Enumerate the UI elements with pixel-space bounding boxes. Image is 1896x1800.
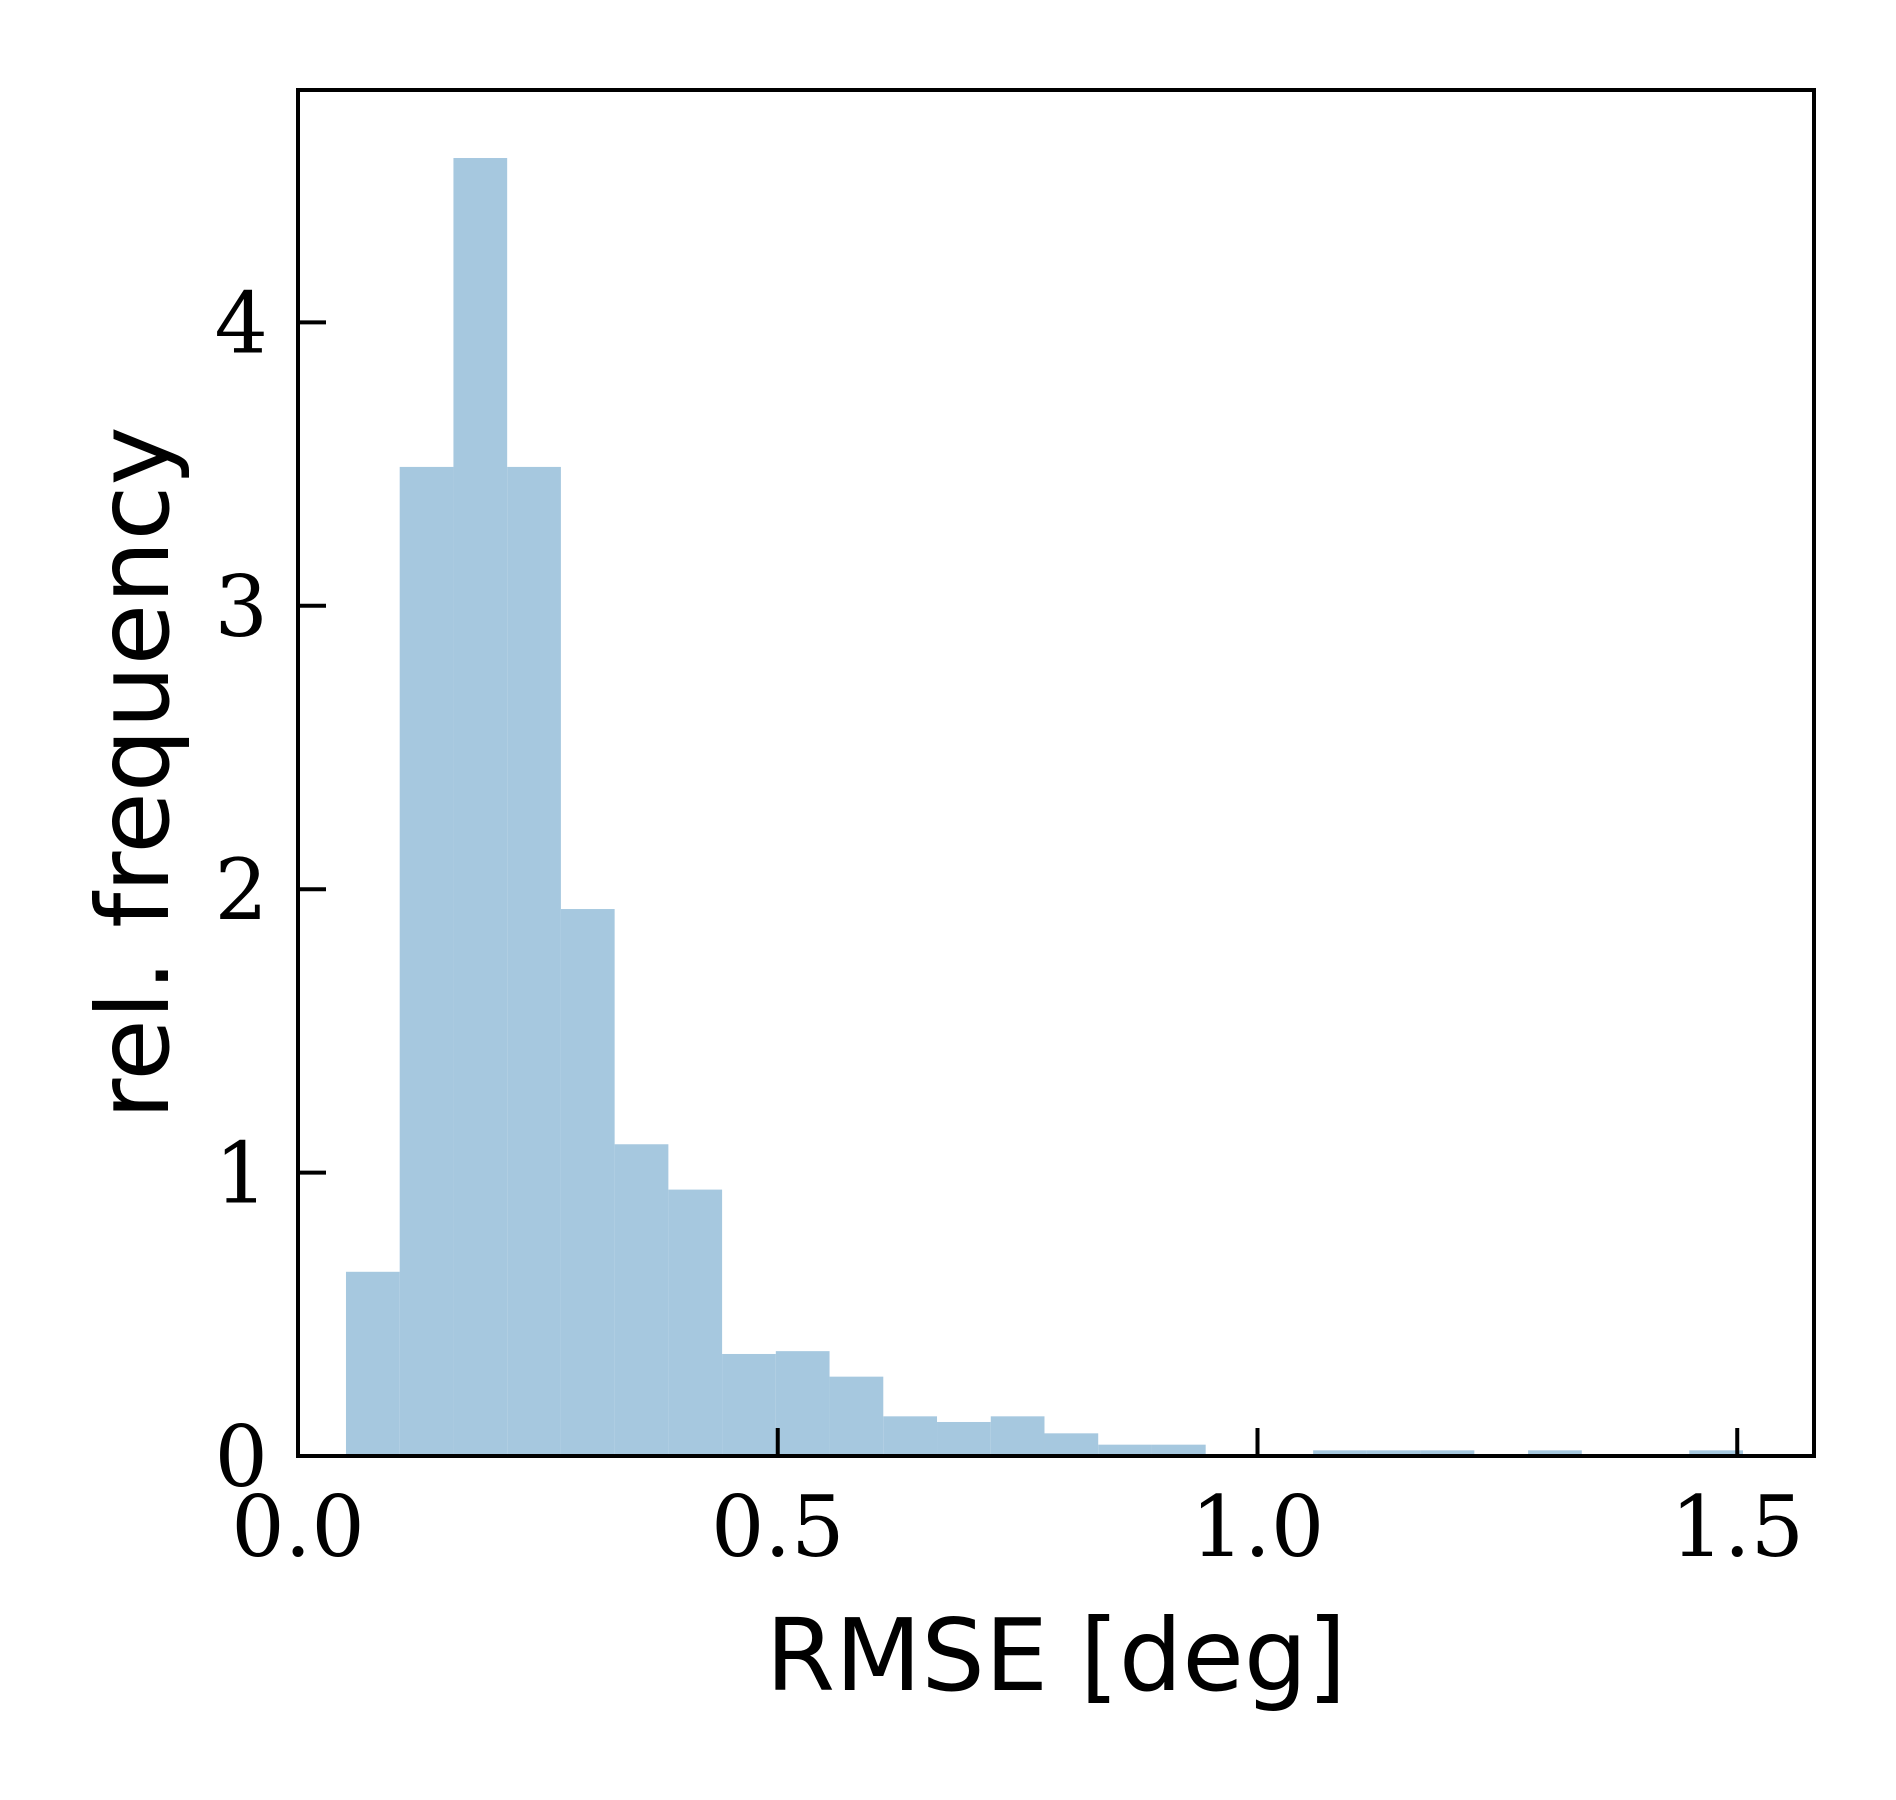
histogram-bar-1 [345,1271,400,1456]
histogram-bar-15 [1098,1444,1152,1456]
histogram-bar-16 [1151,1444,1206,1456]
histogram-bar-10 [829,1376,884,1456]
histogram-bar-6 [614,1144,669,1456]
histogram-bar-2 [399,466,454,1457]
x-tick-label: 0.5 [711,1478,845,1576]
y-tick-label: 4 [215,274,268,372]
histogram-bar-13 [990,1416,1045,1456]
histogram-bar-19 [1420,1450,1475,1456]
x-axis-ticks: 0.0 0.5 1.0 1.5 [231,1428,1804,1576]
y-axis-ticks: 0 1 2 3 4 [215,274,326,1506]
y-tick-label: 2 [215,841,268,939]
histogram-bar-12 [937,1421,991,1456]
histogram-bars [345,158,1743,1457]
x-tick-label: 1.5 [1670,1478,1804,1576]
x-axis-label: RMSE [deg] [766,1597,1347,1714]
histogram-bar-7 [668,1189,723,1456]
histogram-bar-21 [1689,1450,1743,1456]
y-tick-label: 0 [215,1408,268,1506]
histogram-bar-4 [507,466,561,1457]
histogram-bar-3 [453,158,508,1456]
y-axis-label: rel. frequency [75,426,192,1119]
y-tick-label: 3 [215,558,268,656]
histogram-bar-18 [1366,1450,1421,1456]
x-tick-label: 1.0 [1191,1478,1325,1576]
histogram-bar-20 [1528,1450,1582,1456]
histogram-bar-11 [883,1416,938,1456]
histogram-bar-5 [560,909,615,1456]
histogram-bar-8 [722,1353,776,1456]
histogram-bar-9 [775,1351,830,1456]
histogram-bar-17 [1313,1450,1367,1456]
y-tick-label: 1 [215,1125,268,1223]
histogram-bar-14 [1044,1433,1099,1456]
x-tick-label: 0.0 [231,1478,365,1576]
plot-frame [296,88,1816,1458]
